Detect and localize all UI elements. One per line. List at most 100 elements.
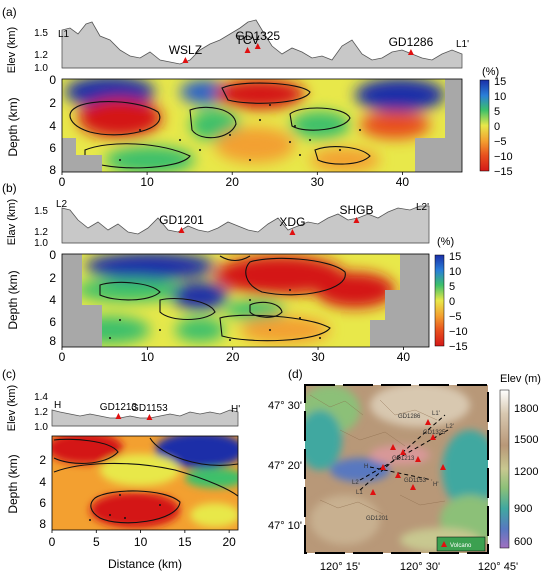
map-label: L1'	[432, 411, 440, 417]
colorbar-a	[479, 79, 490, 172]
station-label: GD1153	[131, 403, 168, 414]
lat-tick: 47° 20'	[268, 460, 302, 472]
station-label: XDG	[279, 215, 305, 229]
elev-tick: 1.5	[34, 206, 48, 217]
lon-tick: 120° 15'	[320, 561, 360, 573]
x-tick-label: 0	[59, 350, 66, 364]
depth-tick: 8	[49, 163, 56, 177]
colorbar-unit-b: (%)	[437, 236, 454, 248]
x-tick-label: 10	[141, 350, 155, 364]
map-labels: GD1286 L1' L2' GD1325 GD1213 GD1153 GD12…	[352, 411, 454, 522]
legend-label: Volcano	[450, 543, 472, 549]
elev-ticks-c: 1.4 1.2 1.0	[34, 392, 48, 433]
profile-end-b: L2'	[416, 202, 429, 213]
x-tick-label: 5	[93, 535, 100, 549]
profile-start-c: H	[54, 400, 61, 411]
panel-d: (d)	[268, 367, 541, 573]
station-label: GD1213	[100, 402, 138, 413]
colorbar-unit-a: (%)	[482, 66, 499, 78]
elev-colorbar-tick: 1200	[514, 466, 538, 478]
depth-tick: 6	[49, 315, 56, 329]
elev-ticks-b: 1.5 1.2 1.0	[34, 206, 48, 249]
map-legend	[436, 536, 486, 552]
colorbar-tick: 5	[494, 106, 500, 118]
depth-ylabel-a: Depth (km)	[6, 97, 20, 156]
x-axis-label-c: Distance (km)	[108, 557, 182, 571]
elev-tick: 1.2	[34, 407, 48, 418]
map-label: L2'	[446, 424, 454, 430]
elev-colorbar	[499, 389, 510, 549]
x-tick-label: 0	[49, 535, 56, 549]
map-label: GD1153	[404, 478, 427, 484]
lon-tick: 120° 45'	[478, 561, 518, 573]
map-relief: GD1286 L1' L2' GD1325 GD1213 GD1153 GD12…	[305, 385, 488, 553]
station-marker	[244, 47, 251, 53]
elev-colorbar-ticks: 1800 1500 1200 900 600	[514, 403, 538, 548]
x-tick-label: 10	[134, 535, 148, 549]
panel-a: (a) Elev (km) 1.5 1.2 1.0 L1 L1' WSLZ TCV…	[2, 5, 513, 189]
station-marker	[182, 57, 189, 63]
profile-start-a: L1	[58, 29, 70, 40]
station-marker	[115, 413, 122, 419]
station-label: WSLZ	[169, 43, 202, 57]
elev-tick: 1.0	[34, 422, 48, 433]
x-ticks-b: 0 10 20 30 40	[59, 347, 410, 364]
depth-tick: 4	[49, 293, 56, 307]
elev-ylabel-c: Elev (km)	[6, 385, 18, 431]
station-marker	[407, 49, 414, 55]
map-label: L2	[352, 480, 359, 486]
colorbar-ticks-a: 15 10 5 0 −5 −10 −15	[494, 76, 513, 178]
profile-end-c: H'	[231, 404, 240, 415]
x-ticks-c: 0 5 10 15 20	[49, 530, 236, 549]
x-tick-label: 30	[311, 350, 325, 364]
depth-tick: 4	[39, 475, 46, 489]
elev-colorbar-title: Elev (m)	[500, 373, 541, 385]
elev-colorbar-tick: 900	[514, 503, 532, 515]
lon-ticks: 120° 15' 120° 30' 120° 45'	[320, 561, 518, 573]
x-tick-label: 20	[226, 175, 240, 189]
depth-ylabel-c: Depth (km)	[6, 454, 20, 513]
colorbar-tick: −15	[449, 341, 468, 353]
map-frame	[304, 384, 489, 554]
station-label: GD1286	[389, 35, 434, 49]
station-marker	[254, 43, 261, 49]
colorbar-tick: 15	[449, 251, 461, 263]
depth-tick: 2	[49, 96, 56, 110]
colorbar-tick: −10	[449, 326, 468, 338]
x-tick-label: 30	[311, 175, 325, 189]
depth-tick: 4	[49, 119, 56, 133]
depth-tick: 6	[39, 496, 46, 510]
map-label: GD1325	[423, 430, 446, 436]
depth-tick: 8	[49, 334, 56, 348]
map-label: L1	[356, 490, 363, 496]
volcano-markers	[370, 419, 446, 495]
panel-c: (c) Elev (km) 1.4 1.2 1.0 H H' GD1213GD1…	[2, 367, 240, 571]
panel-b: (b) Elav (km) 1.5 1.2 1.0 L2 L2' GD1201 X…	[2, 181, 468, 364]
map-label: H	[364, 464, 368, 470]
x-tick-label: 20	[222, 535, 236, 549]
elev-colorbar-tick: 1500	[514, 434, 538, 446]
elev-ticks-a: 1.5 1.2 1.0	[34, 28, 48, 74]
terrain-profile-b	[61, 205, 430, 244]
x-tick-label: 0	[59, 175, 66, 189]
colorbar-tick: 10	[494, 91, 506, 103]
lat-tick: 47° 10'	[268, 520, 302, 532]
elev-tick: 1.0	[34, 238, 48, 249]
colorbar-ticks-b: 15 10 5 0 −5 −10 −15	[449, 251, 468, 353]
x-tick-label: 15	[178, 535, 192, 549]
colorbar-tick: 0	[494, 121, 500, 133]
x-tick-label: 40	[396, 175, 410, 189]
velocity-image-c	[52, 436, 238, 530]
depth-ticks-a: 0 2 4 6 8	[49, 73, 56, 177]
station-marker	[146, 414, 153, 420]
depth-tick: 0	[49, 248, 56, 262]
station-label: SHGB	[339, 203, 373, 217]
elev-colorbar-tick: 1800	[514, 403, 538, 415]
profile-start-b: L2	[56, 199, 68, 210]
colorbar-tick: 5	[449, 281, 455, 293]
panel-a-label: (a)	[2, 5, 17, 19]
station-label: GD1325	[235, 29, 280, 43]
